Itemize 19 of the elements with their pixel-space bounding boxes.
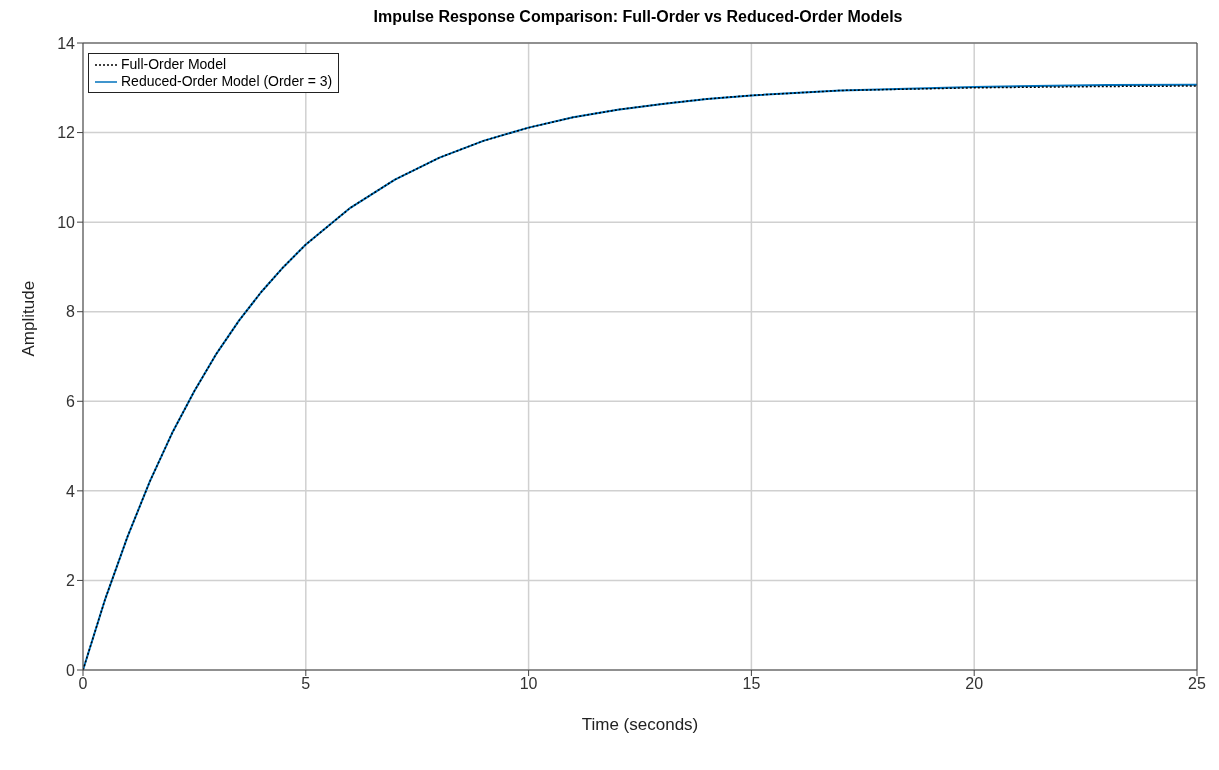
- y-tick-label: 10: [57, 213, 76, 231]
- legend-label: Full-Order Model: [121, 56, 227, 73]
- x-tick-label: 25: [1188, 675, 1206, 693]
- y-tick-label: 6: [66, 392, 76, 410]
- y-tick-label: 12: [57, 124, 76, 142]
- x-tick-label: 5: [301, 675, 311, 693]
- y-tick-label: 0: [66, 661, 76, 679]
- x-tick-label: 20: [965, 675, 984, 693]
- legend-label: Reduced-Order Model (Order = 3): [121, 73, 333, 90]
- y-tick-label: 4: [66, 482, 76, 500]
- x-axis-title: Time (seconds): [581, 715, 699, 734]
- x-tick-label: 15: [742, 675, 761, 693]
- y-tick-label: 2: [66, 572, 76, 590]
- y-tick-label: 14: [57, 34, 76, 52]
- x-tick-label: 10: [519, 675, 538, 693]
- y-tick-label: 8: [66, 303, 76, 321]
- x-tick-label: 0: [78, 675, 88, 693]
- chart-title: Impulse Response Comparison: Full-Order vs Reduced-Order Models: [372, 8, 904, 27]
- y-axis-title: Amplitude: [19, 280, 39, 357]
